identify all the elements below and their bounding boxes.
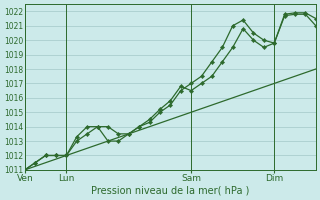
X-axis label: Pression niveau de la mer( hPa ): Pression niveau de la mer( hPa )	[91, 186, 250, 196]
